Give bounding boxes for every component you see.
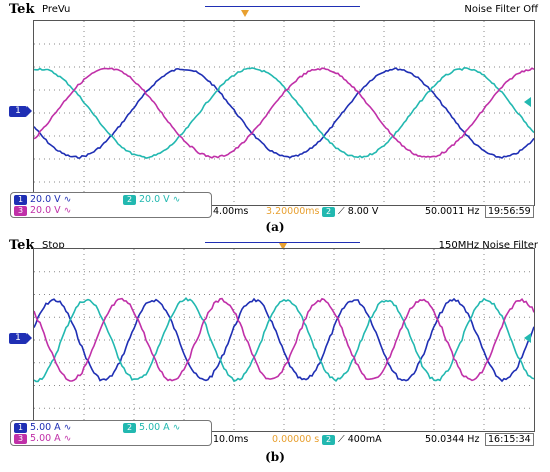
clock: 16:15:34 [485,433,534,446]
ch2-setting: 2 20.0 V ∿ [123,194,180,205]
noise-filter-status: Noise Filter Off [464,4,538,15]
trigger-info: 2 ⟋ 400mA [322,434,382,445]
ch2-scale: 20.0 V [139,194,170,205]
ch1-badge: 1 [14,195,27,205]
rising-edge-icon: ⟋ [338,434,345,445]
noise-filter-status: 150MHz Noise Filter [438,240,538,251]
trigger-level: 400mA [347,434,382,445]
acquisition-mode: Stop [42,240,65,251]
ac-coupling-icon: ∿ [63,195,72,205]
ch3-trace [34,297,534,382]
scope-footer: 1 20.0 V ∿ 2 20.0 V ∿ 3 20.0 V ∿ 4.00ms 3.2… [0,192,550,218]
ac-coupling-icon: ∿ [172,195,181,205]
frequency-readout: 50.0011 Hz [425,206,480,217]
ch2-badge: 2 [123,423,136,433]
record-position-bar [205,242,360,243]
ch1-ground-marker: 1 [9,333,32,344]
ch3-badge: 3 [14,206,27,216]
scope-header: Tek PreVu Noise Filter Off [0,0,550,30]
ch2-scale: 5.00 A [139,422,170,433]
ch1-trace [34,67,534,159]
brand-logo: Tek [9,238,35,253]
ch1-ground-marker: 1 [9,106,32,117]
ch3-scale: 20.0 V [30,205,61,216]
ch1-scale: 5.00 A [30,422,61,433]
acquisition-mode: PreVu [42,4,71,15]
channel-settings-box: 1 5.00 A ∿ 2 5.00 A ∿ 3 5.00 A ∿ [10,420,212,446]
trigger-info: 2 ⟋ 8.00 V [322,206,378,217]
ch2-setting: 2 5.00 A ∿ [123,422,180,433]
timebase: 4.00ms [213,206,249,217]
ac-coupling-icon: ∿ [63,206,72,216]
ch2-level-marker [524,97,531,107]
ch1-setting: 1 20.0 V ∿ [14,194,71,205]
ch2-badge: 2 [123,195,136,205]
oscilloscope-panel-b: Tek Stop 150MHz Noise Filter 1 1 5.00 A ∿… [0,236,550,472]
trigger-level: 8.00 V [347,206,379,217]
clock: 19:56:59 [485,205,534,218]
ch1-setting: 1 5.00 A ∿ [14,422,71,433]
waveform-screen [33,20,535,206]
brand-logo: Tek [9,2,35,17]
ch1-trace [34,297,534,383]
waveform-plot [34,249,534,431]
horizontal-position: 3.20000ms [266,206,320,217]
scope-footer: 1 5.00 A ∿ 2 5.00 A ∿ 3 5.00 A ∿ 10.0ms 0.0… [0,420,550,446]
ch3-setting: 3 20.0 V ∿ [14,205,71,216]
trigger-source-badge: 2 [322,435,335,445]
trigger-position-icon [241,10,249,17]
ch3-setting: 3 5.00 A ∿ [14,433,71,444]
caption-b: (b) [265,450,285,464]
trigger-source-badge: 2 [322,207,335,217]
ch2-level-marker [524,333,531,343]
ac-coupling-icon: ∿ [63,423,72,433]
trigger-position-icon [279,243,287,250]
horizontal-position: 0.00000 s [272,434,320,445]
ch2-trace [34,67,534,159]
channel-settings-box: 1 20.0 V ∿ 2 20.0 V ∿ 3 20.0 V ∿ [10,192,212,218]
ac-coupling-icon: ∿ [63,434,72,444]
ch3-trace [34,67,534,159]
ch2-trace [34,296,534,383]
waveform-screen [33,248,535,432]
oscilloscope-panel-a: Tek PreVu Noise Filter Off 1 1 20.0 V ∿ 2… [0,0,550,234]
frequency-readout: 50.0344 Hz [425,434,480,445]
rising-edge-icon: ⟋ [338,206,345,217]
timebase: 10.0ms [213,434,249,445]
ac-coupling-icon: ∿ [172,423,181,433]
ch1-scale: 20.0 V [30,194,61,205]
ch1-badge: 1 [14,423,27,433]
record-position-bar [205,6,360,7]
waveform-plot [34,21,534,205]
ch3-badge: 3 [14,434,27,444]
caption-a: (a) [265,220,285,234]
ch3-scale: 5.00 A [30,433,61,444]
